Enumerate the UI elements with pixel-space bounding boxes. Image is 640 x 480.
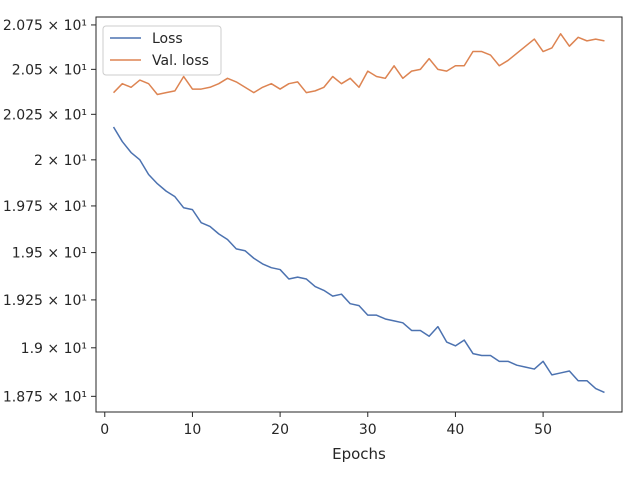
y-tick-label: 1.875 × 10¹	[3, 389, 87, 405]
y-tick-label: 2.025 × 10¹	[3, 107, 87, 123]
y-tick-label: 1.925 × 10¹	[3, 293, 87, 309]
x-tick-label: 50	[534, 422, 552, 438]
x-axis-ticks: 0 10 20 30 40 50	[100, 412, 552, 438]
x-axis-label: Epochs	[332, 445, 386, 463]
legend-label-val-loss: Val. loss	[152, 53, 209, 69]
series-line-loss	[112, 126, 605, 394]
y-tick-label: 2 × 10¹	[34, 153, 87, 169]
y-tick-label: 1.975 × 10¹	[3, 199, 87, 215]
legend: Loss Val. loss	[102, 25, 222, 76]
x-tick-label: 10	[184, 422, 202, 438]
y-tick-label: 1.9 × 10¹	[21, 341, 87, 357]
series-lines	[112, 33, 605, 394]
y-tick-label: 1.95 × 10¹	[12, 246, 87, 262]
legend-label-loss: Loss	[152, 31, 183, 47]
series-line-val-loss	[112, 33, 605, 96]
x-tick-label: 40	[447, 422, 465, 438]
y-tick-label: 2.075 × 10¹	[3, 18, 87, 34]
x-tick-label: 30	[359, 422, 377, 438]
x-tick-label: 0	[100, 422, 109, 438]
y-tick-label: 2.05 × 10¹	[12, 62, 87, 78]
plot-area-frame	[95, 16, 623, 413]
y-axis-ticks: 1.875 × 10¹ 1.9 × 10¹ 1.925 × 10¹ 1.95 × 10…	[3, 18, 96, 405]
x-tick-label: 20	[271, 422, 289, 438]
